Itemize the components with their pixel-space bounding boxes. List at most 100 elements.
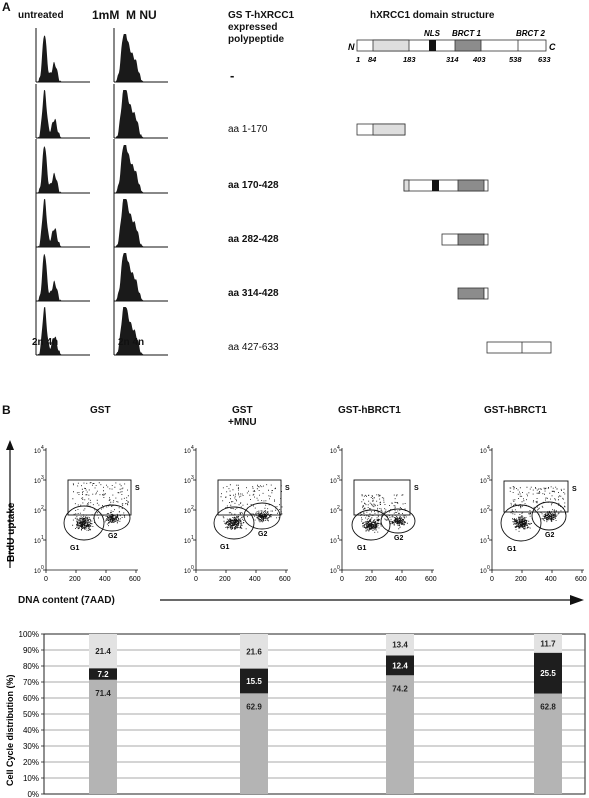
pos-84: 84 xyxy=(368,55,377,64)
pos-1: 1 xyxy=(356,55,360,64)
dna-content-arrow xyxy=(160,595,584,605)
s-gate-label: S xyxy=(285,485,290,492)
bar-segment xyxy=(89,634,117,669)
g2-label: G2 xyxy=(394,535,403,542)
scatter-ytick-exp: 3 xyxy=(41,475,44,481)
domain-diagram: N C NLS BRCT 1 BRCT 2 1 84 183 314 403 5… xyxy=(348,29,556,354)
gst-header-line1: GS T-hXRCC1 xyxy=(228,10,295,21)
scatter-ytick-exp: 2 xyxy=(41,505,44,511)
mnu-header: 1mM M NU xyxy=(92,8,157,22)
gst-header-line3: polypeptide xyxy=(228,34,285,45)
histogram-untreated-2 xyxy=(38,90,74,138)
chart-ytick: 70% xyxy=(23,678,39,687)
scatter-ytick: 10 xyxy=(330,449,337,455)
scatter-ytick-exp: 1 xyxy=(337,535,340,541)
bar-value-label: 7.2 xyxy=(97,670,109,679)
histogram-mnu-5 xyxy=(116,253,152,301)
fragment-label-5: aa 314-428 xyxy=(228,288,279,299)
xaxis-label-mnu: 2n 4n xyxy=(118,337,145,348)
scatter-title-4: GST-hBRCT1 xyxy=(484,405,547,416)
pos-183: 183 xyxy=(403,55,416,64)
scatter-ytick-exp: 4 xyxy=(487,445,490,451)
bar-segment xyxy=(386,634,414,656)
chart-ytick: 80% xyxy=(23,662,39,671)
scatter-ytick-exp: 1 xyxy=(41,535,44,541)
dna-content-xlabel: DNA content (7AAD) xyxy=(18,595,115,606)
scatter-title-1: GST xyxy=(90,405,111,416)
fragment-label-2: aa 1-170 xyxy=(228,124,268,135)
brdu-axis-arrow: BrdU uptake xyxy=(6,440,17,568)
scatter-xtick: 600 xyxy=(425,576,437,583)
bar-segment xyxy=(89,679,117,794)
g2-label: G2 xyxy=(108,533,117,540)
scatter-ytick: 10 xyxy=(330,509,337,515)
scatter-ytick-exp: 0 xyxy=(41,565,44,571)
fragment-label-1: - xyxy=(230,68,235,83)
histogram-untreated-3 xyxy=(38,146,74,193)
scatter-xtick: 400 xyxy=(99,576,111,583)
chart-ytick: 100% xyxy=(19,630,39,639)
scatter-ytick: 10 xyxy=(480,569,487,575)
s-gate-label: S xyxy=(135,485,140,492)
chart-ytick: 50% xyxy=(23,710,39,719)
bar-segment xyxy=(240,634,268,669)
scatter-ytick: 10 xyxy=(184,479,191,485)
gst-hxrcc1-header: GS T-hXRCC1 expressed polypeptide xyxy=(228,10,294,46)
g1-gate xyxy=(500,504,542,542)
scatter-title-2-line2: +MNU xyxy=(228,417,257,428)
chart-ytick: 10% xyxy=(23,774,39,783)
event-dots xyxy=(360,494,408,533)
chart-ytick: 0% xyxy=(27,790,39,798)
g1-label: G1 xyxy=(507,546,516,553)
brct2-label: BRCT 2 xyxy=(516,29,545,38)
s-phase-gate xyxy=(217,479,282,516)
g1-label: G1 xyxy=(220,544,229,551)
scatter-ytick: 10 xyxy=(480,539,487,545)
scatter-xtick: 0 xyxy=(44,576,48,583)
bar-value-label: 25.5 xyxy=(540,669,556,678)
n-terminus-label: N xyxy=(348,42,355,52)
bar-value-label: 21.6 xyxy=(246,647,262,656)
fragment-label-4: aa 282-428 xyxy=(228,234,279,245)
nls-label: NLS xyxy=(424,29,441,38)
bar-value-label: 74.2 xyxy=(392,684,408,693)
fragment-label-3: aa 170-428 xyxy=(228,180,279,191)
scatter-ytick: 10 xyxy=(34,509,41,515)
untreated-header: untreated xyxy=(18,10,64,21)
fragment-bar-1-170 xyxy=(356,123,406,136)
histogram-mnu-4 xyxy=(116,199,152,247)
scatter-ytick-exp: 2 xyxy=(487,505,490,511)
histogram-untreated-1 xyxy=(38,35,74,82)
histogram-mnu-2 xyxy=(116,90,152,138)
chart-ytick: 90% xyxy=(23,646,39,655)
fragment-bar-427-633 xyxy=(486,341,552,354)
g1-gate xyxy=(63,505,105,541)
bar-segment xyxy=(534,652,562,694)
brdu-ylabel: BrdU uptake xyxy=(6,502,17,562)
event-dots xyxy=(509,486,566,532)
fragment-bar-314-428 xyxy=(457,287,489,300)
chart-ylabel: Cell Cycle distribution (%) xyxy=(5,674,15,786)
g1-label: G1 xyxy=(357,545,366,552)
scatter-xtick: 600 xyxy=(575,576,587,583)
s-phase-gate xyxy=(67,479,132,516)
full-length-bar xyxy=(356,39,547,52)
event-dots xyxy=(72,482,129,531)
histogram-untreated-4 xyxy=(38,199,74,247)
bar-value-label: 21.4 xyxy=(95,647,111,656)
scatter-xtick: 200 xyxy=(219,576,231,583)
scatter-ytick: 10 xyxy=(34,479,41,485)
bar-value-label: 12.4 xyxy=(392,661,408,670)
scatter-ytick-exp: 3 xyxy=(487,475,490,481)
s-phase-gate xyxy=(503,480,569,513)
scatter-ytick: 10 xyxy=(184,569,191,575)
scatter-ytick: 10 xyxy=(184,539,191,545)
scatter-xtick: 0 xyxy=(194,576,198,583)
bar-value-label: 62.8 xyxy=(540,703,556,712)
histogram-grid xyxy=(35,28,168,356)
bar-segment xyxy=(534,693,562,794)
scatter-ytick-exp: 2 xyxy=(337,505,340,511)
scatter-ytick: 10 xyxy=(34,449,41,455)
